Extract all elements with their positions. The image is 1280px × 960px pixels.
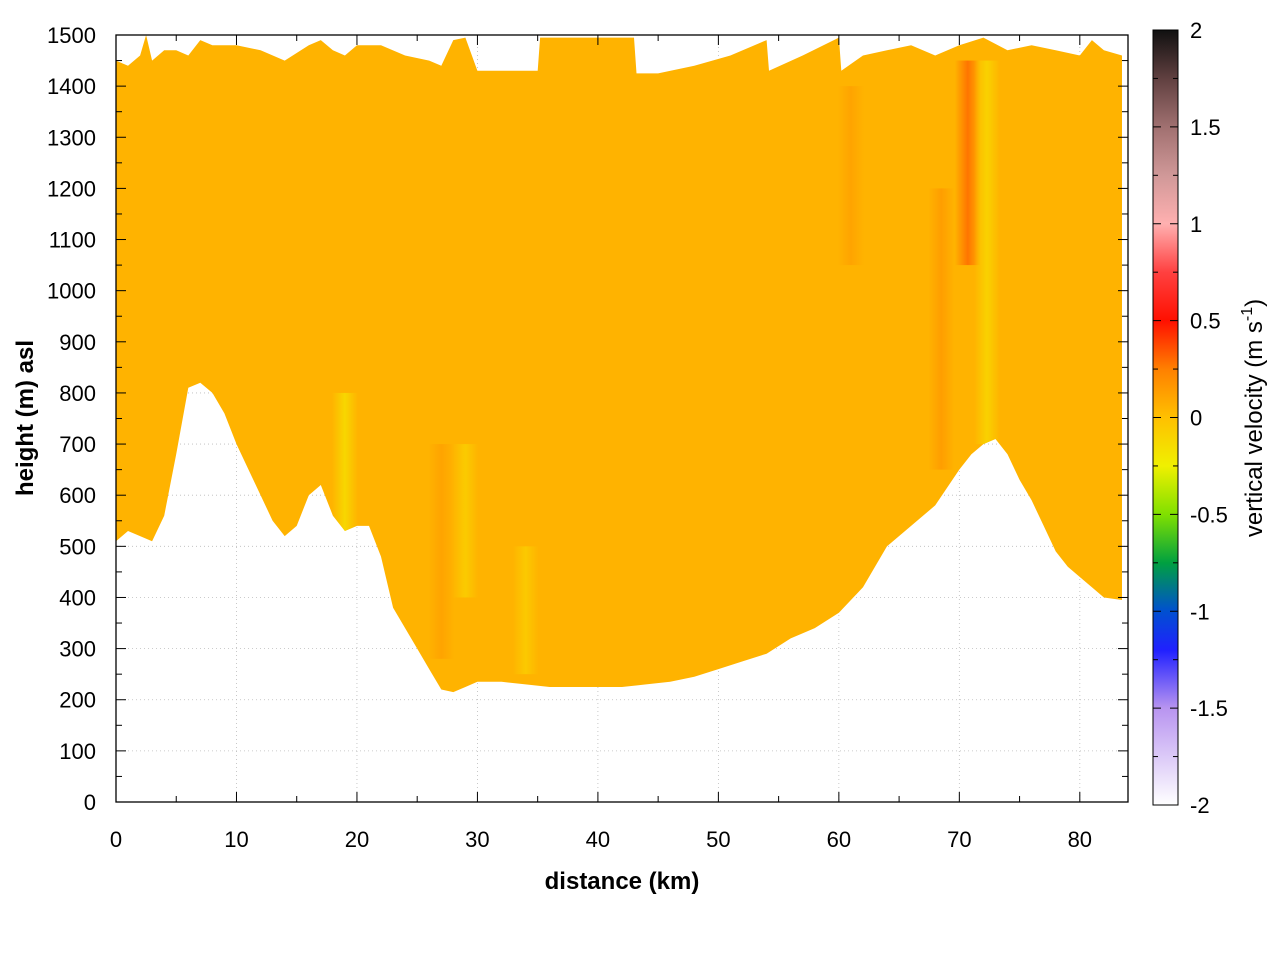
x-tick-label: 70 [947,827,971,852]
field-area [116,35,1122,693]
colorbar-tick-label: 2 [1190,18,1202,43]
y-tick-label: 100 [59,739,96,764]
x-axis: 0 10 20 30 40 50 60 70 80 [110,35,1092,852]
colorbar-tick-label: -0.5 [1190,502,1228,527]
field-features [331,60,1001,675]
x-tick-label: 0 [110,827,122,852]
y-tick-label: 600 [59,483,96,508]
y-tick-label: 1300 [47,125,96,150]
colorbar-title: vertical velocity (m s-1) [1239,299,1268,537]
y-tick-label: 1100 [49,228,96,253]
x-axis-title: distance (km) [545,868,700,895]
colorbar-tick-label: 1 [1190,212,1202,237]
x-tick-label: 60 [827,827,851,852]
colorbar-tick-label: 1.5 [1190,115,1221,140]
y-axis: 0 100 200 300 400 500 600 700 800 900 1000 1100 1200… [47,23,1128,815]
field-feature [331,392,358,537]
velocity-field [116,35,1122,693]
colorbar: 2 1.5 1 0.5 0 -0.5 -1 -1.5 -2 vertical velocity … [1152,18,1268,818]
y-axis-title: height (m) asl [12,340,39,496]
x-tick-label: 30 [465,827,489,852]
x-tick-label: 40 [586,827,610,852]
x-tick-label: 50 [706,827,730,852]
y-tick-label: 1500 [47,23,96,48]
field-feature [974,60,1001,445]
field-feature [428,444,455,659]
x-tick-label: 10 [224,827,248,852]
colorbar-title-sup: -1 [1239,307,1256,321]
field-feature [452,444,479,598]
x-tick-label: 20 [345,827,369,852]
y-tick-label: 1000 [47,279,96,304]
colorbar-tick-label: -2 [1190,793,1210,818]
colorbar-title-close: ) [1241,299,1268,307]
y-tick-label: 1200 [47,176,96,201]
colorbar-ticks: 2 1.5 1 0.5 0 -0.5 -1 -1.5 -2 [1153,18,1228,818]
x-tick-label: 80 [1068,827,1092,852]
colorbar-tick-label: -1.5 [1190,696,1228,721]
y-tick-label: 700 [59,432,96,457]
y-tick-label: 800 [59,381,96,406]
field-feature [512,546,539,675]
y-tick-label: 400 [59,585,96,610]
field-feature [928,188,955,470]
colorbar-tick-label: -1 [1190,599,1210,624]
colorbar-tick-label: 0.5 [1190,309,1221,334]
field-feature [837,86,864,266]
colorbar-tick-label: 0 [1190,406,1202,431]
y-tick-label: 300 [59,637,96,662]
y-tick-label: 500 [59,534,96,559]
y-tick-label: 200 [59,688,96,713]
y-tick-label: 1400 [47,74,96,99]
colorbar-title-main: vertical velocity (m s [1241,321,1268,537]
y-tick-label: 0 [84,790,96,815]
y-tick-label: 900 [59,330,96,355]
